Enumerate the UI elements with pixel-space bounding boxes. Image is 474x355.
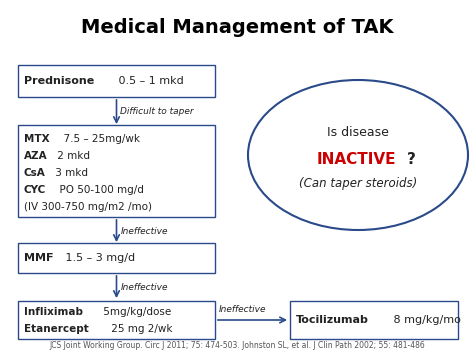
Text: Ineffective: Ineffective <box>120 226 168 235</box>
Text: MMF: MMF <box>24 253 54 263</box>
Text: 3 mkd: 3 mkd <box>52 168 88 178</box>
Text: Is disease: Is disease <box>327 126 389 140</box>
Text: Medical Management of TAK: Medical Management of TAK <box>81 18 393 37</box>
Text: Infliximab: Infliximab <box>24 307 83 317</box>
Text: CsA: CsA <box>24 168 46 178</box>
Text: CYC: CYC <box>24 185 46 195</box>
Text: (IV 300-750 mg/m2 /mo): (IV 300-750 mg/m2 /mo) <box>24 202 152 212</box>
Text: 0.5 – 1 mkd: 0.5 – 1 mkd <box>115 76 183 86</box>
Text: INACTIVE: INACTIVE <box>316 152 396 166</box>
FancyBboxPatch shape <box>18 125 215 217</box>
FancyBboxPatch shape <box>290 301 458 339</box>
Text: (Can taper steroids): (Can taper steroids) <box>299 176 417 190</box>
Text: 25 mg 2/wk: 25 mg 2/wk <box>108 324 172 334</box>
Text: 1.5 – 3 mg/d: 1.5 – 3 mg/d <box>62 253 135 263</box>
Text: 2 mkd: 2 mkd <box>55 151 91 161</box>
FancyBboxPatch shape <box>18 301 215 339</box>
Text: ?: ? <box>407 152 416 166</box>
FancyBboxPatch shape <box>18 243 215 273</box>
FancyBboxPatch shape <box>18 65 215 97</box>
Text: MTX: MTX <box>24 134 50 144</box>
Text: 7.5 – 25mg/wk: 7.5 – 25mg/wk <box>57 134 140 144</box>
Text: 8 mg/kg/mo: 8 mg/kg/mo <box>390 315 461 325</box>
Text: Ineffective: Ineffective <box>120 283 168 291</box>
Text: PO 50-100 mg/d: PO 50-100 mg/d <box>53 185 144 195</box>
Text: JCS Joint Working Group. Circ J 2011; 75: 474-503. Johnston SL, et al. J Clin Pa: JCS Joint Working Group. Circ J 2011; 75… <box>49 341 425 350</box>
Text: AZA: AZA <box>24 151 47 161</box>
Text: Prednisone: Prednisone <box>24 76 94 86</box>
Text: Tocilizumab: Tocilizumab <box>296 315 369 325</box>
Text: Ineffective: Ineffective <box>219 306 266 315</box>
Text: Etanercept: Etanercept <box>24 324 89 334</box>
Text: Difficult to taper: Difficult to taper <box>120 106 194 115</box>
Text: 5mg/kg/dose: 5mg/kg/dose <box>100 307 172 317</box>
